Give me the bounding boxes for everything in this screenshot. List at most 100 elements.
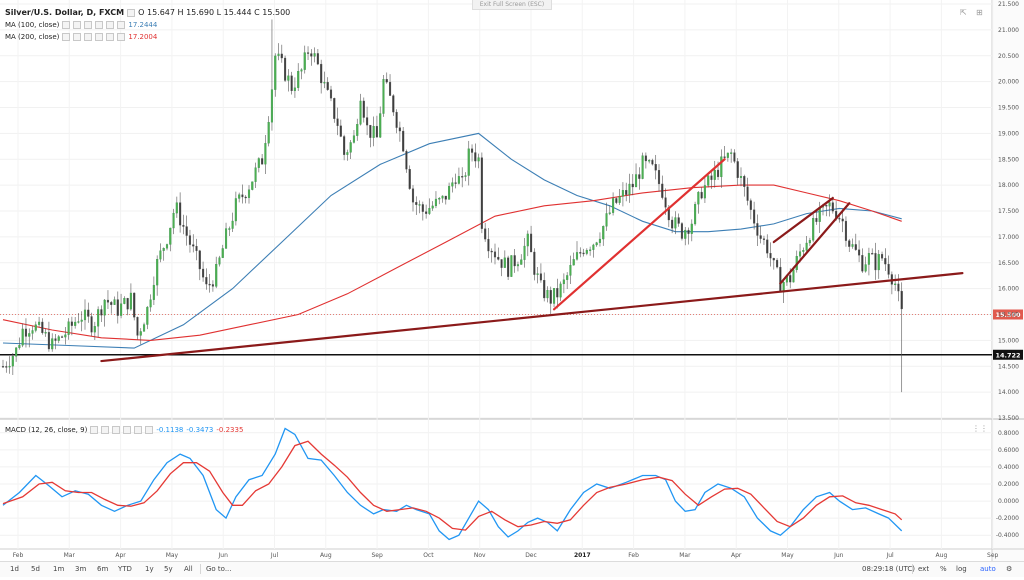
toolbar-divider bbox=[912, 564, 913, 574]
candle-body bbox=[497, 256, 500, 260]
pane-settings-icon[interactable]: ⋮⋮ bbox=[972, 424, 988, 433]
candle-body bbox=[543, 279, 546, 299]
candles-layer bbox=[1, 19, 903, 393]
candle-body bbox=[152, 284, 155, 300]
candle-body bbox=[385, 79, 388, 83]
percent-button[interactable]: % bbox=[940, 565, 947, 573]
price-axis-label: 16.000 bbox=[998, 286, 1019, 293]
settings-icon[interactable] bbox=[73, 21, 82, 29]
candle-body bbox=[641, 155, 644, 179]
macd-label: MACD (12, 26, close, 9) bbox=[5, 426, 88, 434]
remove-icon[interactable] bbox=[117, 21, 126, 29]
format-icon[interactable] bbox=[106, 33, 115, 41]
eye-icon[interactable] bbox=[127, 8, 136, 17]
candle-body bbox=[300, 69, 303, 72]
timeframe-1d[interactable]: 1d bbox=[10, 565, 19, 573]
close-pane-icon[interactable]: ⊞ bbox=[976, 8, 983, 17]
candle-body bbox=[815, 218, 818, 222]
candle-body bbox=[651, 160, 654, 165]
support-level-tag bbox=[993, 349, 1023, 360]
time-axis-label: Sep bbox=[371, 552, 383, 559]
candle-body bbox=[254, 167, 257, 182]
candle-body bbox=[743, 176, 746, 187]
candle-body bbox=[54, 338, 57, 341]
timeframe-6m[interactable]: 6m bbox=[97, 565, 109, 573]
candle-body bbox=[159, 250, 162, 260]
candle-body bbox=[507, 257, 510, 277]
format-icon[interactable] bbox=[106, 21, 115, 29]
close-icon[interactable] bbox=[112, 426, 121, 434]
goto-button[interactable]: Go to... bbox=[206, 565, 232, 573]
candle-body bbox=[700, 191, 703, 199]
timeframe-all[interactable]: All bbox=[184, 565, 193, 573]
axes-layer: Feb Mar Apr May Jun Jul Aug Sep Oct Nov Dec 2017 Feb… bbox=[13, 1, 1019, 559]
eye-icon[interactable] bbox=[62, 33, 71, 41]
candle-body bbox=[884, 258, 887, 265]
timeframe-ytd[interactable]: YTD bbox=[118, 565, 132, 573]
remove-icon[interactable] bbox=[145, 426, 154, 434]
timeframe-5d[interactable]: 5d bbox=[31, 565, 40, 573]
exit-fullscreen-button[interactable]: Exit Full Screen (ESC) bbox=[472, 0, 552, 10]
settings-icon[interactable] bbox=[101, 426, 110, 434]
candle-body bbox=[805, 242, 808, 251]
candle-body bbox=[352, 135, 356, 143]
timeframe-1m[interactable]: 1m bbox=[53, 565, 65, 573]
candle-body bbox=[47, 332, 50, 350]
candle-body bbox=[694, 204, 697, 225]
candle-body bbox=[336, 118, 339, 126]
candle-body bbox=[615, 198, 618, 203]
remove-icon[interactable] bbox=[117, 33, 126, 41]
candle-body bbox=[798, 251, 802, 257]
eye-icon[interactable] bbox=[62, 21, 71, 29]
candle-body bbox=[418, 204, 421, 206]
candle-body bbox=[792, 269, 795, 283]
eye-icon[interactable] bbox=[90, 426, 99, 434]
candle-body bbox=[297, 71, 300, 88]
format-icon[interactable] bbox=[134, 426, 143, 434]
close-icon[interactable] bbox=[84, 33, 93, 41]
timeframe-5y[interactable]: 5y bbox=[164, 565, 173, 573]
candle-body bbox=[733, 152, 736, 162]
candle-body bbox=[766, 239, 769, 254]
candle-body bbox=[621, 190, 624, 197]
more-icon[interactable] bbox=[123, 426, 132, 434]
maximize-icon[interactable]: ⇱ bbox=[960, 8, 967, 17]
time-axis-label: Jul bbox=[885, 552, 894, 559]
candle-body bbox=[172, 212, 175, 229]
more-icon[interactable] bbox=[95, 21, 104, 29]
candle-body bbox=[77, 321, 80, 323]
ma100-legend: MA (100, close) 17.2444 bbox=[5, 21, 157, 29]
log-button[interactable]: log bbox=[956, 565, 967, 573]
close-icon[interactable] bbox=[84, 21, 93, 29]
candle-body bbox=[267, 122, 270, 144]
ohlc-values: O 15.647 H 15.690 L 15.444 C 15.500 bbox=[138, 8, 291, 17]
settings-icon[interactable] bbox=[73, 33, 82, 41]
time-axis-label: Apr bbox=[731, 552, 742, 559]
time-axis-label: Dec bbox=[525, 552, 537, 559]
auto-button[interactable]: auto bbox=[980, 565, 996, 573]
candle-body bbox=[375, 125, 378, 138]
candle-body bbox=[251, 181, 254, 190]
candle-body bbox=[1, 366, 5, 368]
candle-body bbox=[316, 53, 319, 65]
timeframe-1y[interactable]: 1y bbox=[145, 565, 154, 573]
candle-body bbox=[343, 136, 346, 155]
settings-gear-icon[interactable]: ⚙ bbox=[1006, 565, 1013, 573]
candle-body bbox=[149, 299, 152, 308]
time-axis-label: Sep bbox=[987, 552, 999, 559]
macd-line bbox=[2, 440, 903, 531]
ext-button[interactable]: ext bbox=[918, 565, 930, 573]
candle-body bbox=[97, 309, 100, 327]
candle-body bbox=[634, 174, 638, 188]
candle-body bbox=[44, 332, 47, 334]
more-icon[interactable] bbox=[95, 33, 104, 41]
timeframe-3m[interactable]: 3m bbox=[75, 565, 87, 573]
candle-body bbox=[776, 259, 779, 268]
candle-body bbox=[362, 100, 365, 118]
candle-body bbox=[779, 266, 782, 293]
price-axis-label: 15.500 bbox=[998, 312, 1019, 319]
time-axis-label: Jun bbox=[833, 552, 844, 559]
candle-body bbox=[595, 242, 598, 246]
